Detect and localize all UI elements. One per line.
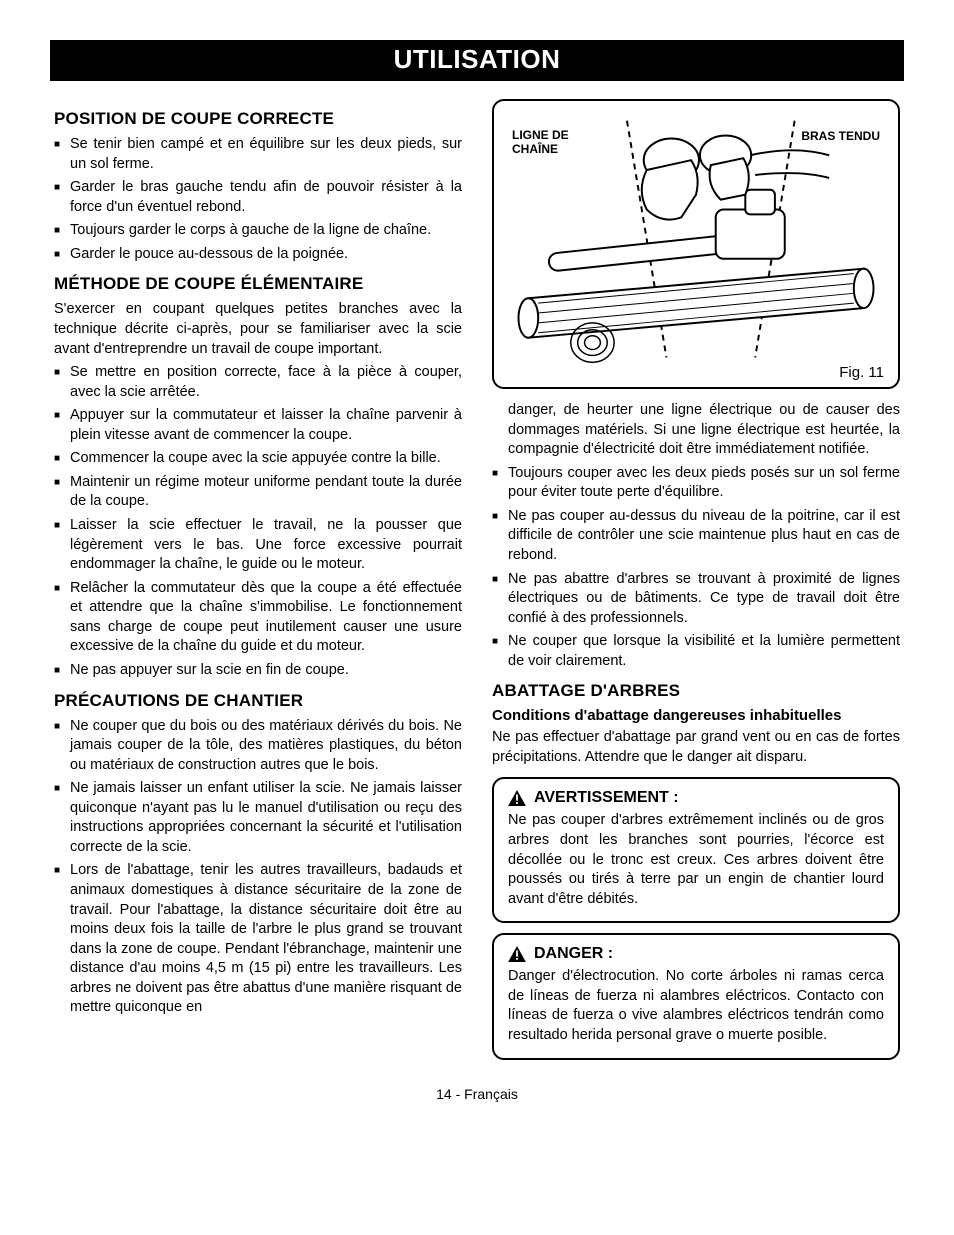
list-item: Maintenir un régime moteur uniforme pend… bbox=[54, 473, 462, 512]
list-item: Se tenir bien campé et en équilibre sur … bbox=[54, 135, 462, 174]
figure-number: Fig. 11 bbox=[839, 364, 884, 381]
list-methode-coupe: Se mettre en position correcte, face à l… bbox=[54, 363, 462, 680]
list-item: Toujours couper avec les deux pieds posé… bbox=[492, 464, 900, 503]
figure-label-bras-tendu: BRAS TENDU bbox=[801, 129, 880, 143]
list-item: Ne couper que lorsque la visibilité et l… bbox=[492, 632, 900, 671]
heading-position-coupe: POSITION DE COUPE CORRECTE bbox=[54, 109, 462, 129]
list-item: Garder le bras gauche tendu afin de pouv… bbox=[54, 178, 462, 217]
figure-11-box: LIGNE DE CHAÎNE BRAS TENDU Fig. 11 bbox=[492, 99, 900, 389]
section-title-bar: UTILISATION bbox=[50, 40, 904, 81]
intro-methode-coupe: S'exercer en coupant quelques petites br… bbox=[54, 300, 462, 359]
list-item: Toujours garder le corps à gauche de la … bbox=[54, 221, 462, 241]
warning-triangle-icon bbox=[508, 790, 526, 806]
list-item: Relâcher la commutateur dès que la coupe… bbox=[54, 579, 462, 657]
list-position-coupe: Se tenir bien campé et en équilibre sur … bbox=[54, 135, 462, 264]
list-item: Commencer la coupe avec la scie appuyée … bbox=[54, 449, 462, 469]
list-item: Ne jamais laisser un enfant utiliser la … bbox=[54, 779, 462, 857]
text-abattage: Ne pas effectuer d'abattage par grand ve… bbox=[492, 728, 900, 767]
subheading-conditions: Conditions d'abattage dangereuses inhabi… bbox=[492, 707, 900, 724]
list-precautions: Ne couper que du bois ou des matériaux d… bbox=[54, 717, 462, 1018]
list-item: Garder le pouce au-dessous de la poignée… bbox=[54, 245, 462, 265]
warning-triangle-icon bbox=[508, 946, 526, 962]
danger-box: DANGER : Danger d'électrocution. No cort… bbox=[492, 933, 900, 1059]
list-item: Se mettre en position correcte, face à l… bbox=[54, 363, 462, 402]
list-continuation: Toujours couper avec les deux pieds posé… bbox=[492, 464, 900, 672]
two-column-layout: POSITION DE COUPE CORRECTE Se tenir bien… bbox=[54, 99, 900, 1070]
danger-text: Danger d'électrocution. No corte árboles… bbox=[508, 967, 884, 1045]
heading-precautions: PRÉCAUTIONS DE CHANTIER bbox=[54, 691, 462, 711]
danger-label: DANGER : bbox=[534, 945, 613, 963]
heading-abattage: ABATTAGE D'ARBRES bbox=[492, 681, 900, 701]
list-item: Ne couper que du bois ou des matériaux d… bbox=[54, 717, 462, 776]
list-item: Laisser la scie effectuer le travail, ne… bbox=[54, 516, 462, 575]
heading-methode-coupe: MÉTHODE DE COUPE ÉLÉMENTAIRE bbox=[54, 274, 462, 294]
left-column: POSITION DE COUPE CORRECTE Se tenir bien… bbox=[54, 99, 462, 1070]
warning-box: AVERTISSEMENT : Ne pas couper d'arbres e… bbox=[492, 777, 900, 923]
right-column: LIGNE DE CHAÎNE BRAS TENDU Fig. 11 dange… bbox=[492, 99, 900, 1070]
list-item: Lors de l'abattage, tenir les autres tra… bbox=[54, 861, 462, 1018]
page-footer: 14 - Français bbox=[54, 1086, 900, 1102]
list-item: Ne pas appuyer sur la scie en fin de cou… bbox=[54, 661, 462, 681]
list-item: Appuyer sur la commutateur et laisser la… bbox=[54, 406, 462, 445]
list-item: Ne pas abattre d'arbres se trouvant à pr… bbox=[492, 570, 900, 629]
list-item: Ne pas couper au-dessus du niveau de la … bbox=[492, 507, 900, 566]
danger-heading: DANGER : bbox=[508, 945, 884, 963]
warning-label: AVERTISSEMENT : bbox=[534, 789, 679, 807]
continuation-text: danger, de heurter une ligne électrique … bbox=[492, 401, 900, 460]
warning-heading: AVERTISSEMENT : bbox=[508, 789, 884, 807]
figure-label-ligne-chaine: LIGNE DE CHAÎNE bbox=[512, 129, 569, 157]
warning-text: Ne pas couper d'arbres extrêmement incli… bbox=[508, 811, 884, 909]
